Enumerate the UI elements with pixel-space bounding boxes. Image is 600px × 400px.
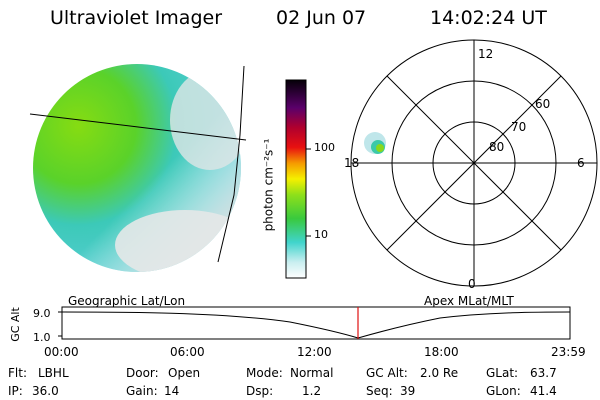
image-date: 02 Jun 07 [276, 7, 367, 29]
image-time: 14:02:24 UT [430, 7, 547, 29]
colorbar-tick-10: 10 [314, 228, 328, 241]
status-dsp-label: Dsp: [246, 384, 274, 398]
timeline-xtick-1800: 18:00 [424, 345, 459, 359]
timeline-xtick-2359: 23:59 [551, 345, 586, 359]
mlt-label-12: 12 [478, 47, 494, 61]
mlt-label-18: 18 [344, 156, 360, 170]
status-gain-value: 14 [164, 384, 180, 398]
status-glat-label: GLat: [486, 366, 519, 380]
timeline-left-label: Geographic Lat/Lon [68, 294, 186, 308]
polar-emission-spot [364, 132, 386, 154]
mlt-label-6: 6 [577, 156, 585, 170]
status-door-label: Door: [126, 366, 159, 380]
polar-meridian [386, 75, 562, 251]
app-title: Ultraviolet Imager [50, 7, 223, 29]
timeline-xtick-0600: 06:00 [170, 345, 205, 359]
timeline-right-label: Apex MLat/MLT [424, 294, 514, 308]
timeline-xtick-1200: 12:00 [297, 345, 332, 359]
mlt-label-0: 0 [468, 277, 476, 291]
status-gcalt-value: 2.0 Re [420, 366, 459, 380]
status-flt-label: Flt: [8, 366, 27, 380]
status-flt-value: LBHL [38, 366, 69, 380]
status-glat-value: 63.7 [530, 366, 557, 380]
status-glon-value: 41.4 [530, 384, 557, 398]
status-ip-value: 36.0 [32, 384, 59, 398]
status-ip-label: IP: [8, 384, 23, 398]
status-mode-value: Normal [290, 366, 334, 380]
status-glon-label: GLon: [486, 384, 521, 398]
timeline-ytick-high: 9.0 [33, 307, 51, 320]
lat-lon-grid-line [217, 65, 245, 263]
lat-label-70: 70 [511, 120, 527, 134]
altitude-curve [61, 311, 571, 339]
status-mode-label: Mode: [246, 366, 283, 380]
status-door-value: Open [168, 366, 201, 380]
status-gcalt-label: GC Alt: [366, 366, 408, 380]
timeline-ytick-low: 1.0 [33, 331, 51, 344]
status-seq-label: Seq: [366, 384, 393, 398]
lat-label-80: 80 [489, 140, 505, 154]
uv-emission-disk [33, 64, 241, 272]
lat-label-60: 60 [535, 97, 551, 111]
lat-lon-grid-line [29, 113, 247, 141]
colorbar-tick-100: 100 [314, 141, 335, 154]
status-seq-value: 39 [400, 384, 416, 398]
status-gain-label: Gain: [126, 384, 158, 398]
status-dsp-value: 1.2 [302, 384, 322, 398]
timeline-xtick-0000: 00:00 [44, 345, 79, 359]
